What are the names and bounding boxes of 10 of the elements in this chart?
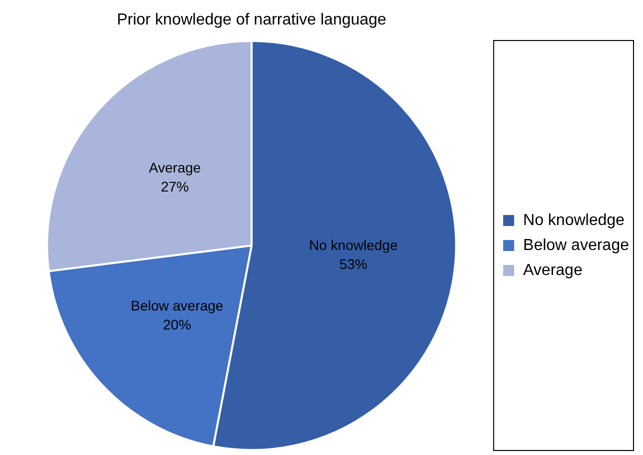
chart-title: Prior knowledge of narrative language xyxy=(116,11,386,28)
slice-label: Below average xyxy=(130,297,224,314)
data-label: 53% xyxy=(339,256,368,272)
data-label: 27% xyxy=(160,178,189,195)
slice-label: No knowledge xyxy=(309,236,398,253)
slice-label: Average xyxy=(148,160,202,176)
legend-label: Average xyxy=(523,262,583,279)
legend-label: Below average xyxy=(523,236,630,254)
data-label: 20% xyxy=(163,316,192,332)
legend-label: No knowledge xyxy=(523,212,625,229)
